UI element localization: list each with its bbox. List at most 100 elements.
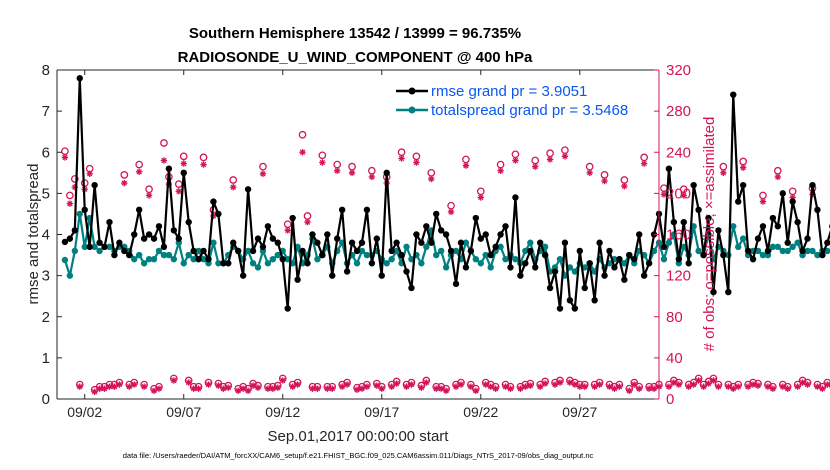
x-tick-label: 09/27 <box>562 404 597 420</box>
obs-assimilated-point <box>685 383 692 390</box>
obs-assimilated-point <box>239 385 247 392</box>
obs-assimilated-stroke <box>364 383 370 390</box>
rmse-point <box>309 231 316 238</box>
obs-assimilated-point <box>764 383 772 390</box>
obs-assimilated-point <box>650 385 658 392</box>
legend: rmse grand pr = 3.9051 totalspread grand… <box>396 83 628 119</box>
rmse-point <box>626 251 633 259</box>
obs-assimilated-stroke <box>463 162 469 169</box>
obs-assimilated-stroke <box>686 383 692 390</box>
totalspread-point <box>244 247 252 255</box>
obs-assimilated-stroke <box>676 381 682 388</box>
rmse-point <box>175 235 182 242</box>
y-right-tick-label: 0 <box>666 391 674 408</box>
rmse-point <box>705 214 712 222</box>
rmse-point <box>150 235 158 242</box>
rmse-point <box>581 284 588 292</box>
y-right-tick-label: 120 <box>666 268 691 285</box>
rmse-point <box>789 198 796 205</box>
rmse-point <box>180 169 187 177</box>
obs-assimilated-point <box>220 385 227 392</box>
rmse-point <box>190 247 197 255</box>
obs-assimilated-point <box>467 383 475 390</box>
rmse-point <box>621 276 628 283</box>
obs-assimilated-stroke <box>428 176 434 182</box>
obs-assimilated-stroke <box>106 383 113 390</box>
rmse-point <box>155 223 163 230</box>
obs-assimilated-stroke <box>304 219 311 225</box>
rmse-point <box>710 288 717 296</box>
obs-assimilated-point <box>586 169 593 177</box>
obs-assimilated-point <box>348 169 356 177</box>
y-axis-left-ticks: 0 1 2 3 4 5 6 7 8 <box>42 62 62 408</box>
obs-assimilated-point <box>635 385 643 392</box>
obs-assimilated-point <box>126 383 133 390</box>
obs-assimilated-point <box>111 383 118 390</box>
rmse-point <box>215 210 222 218</box>
obs-assimilated-stroke <box>260 171 266 177</box>
obs-assimilated-point <box>274 384 281 391</box>
totalspread-point <box>437 247 445 255</box>
y-right-tick-label: 160 <box>666 227 691 244</box>
rmse-point <box>433 210 440 218</box>
rmse-point <box>502 223 509 230</box>
obs-assimilated-stroke <box>641 160 647 167</box>
obs-assimilated-stroke <box>582 383 588 390</box>
obs-assimilated-point <box>101 385 108 392</box>
rmse-point <box>675 255 683 263</box>
obs-assimilated-point <box>447 208 455 216</box>
obs-assimilated-point <box>561 153 569 160</box>
totalspread-point <box>680 243 687 251</box>
rmse-point <box>244 186 252 193</box>
obs-assimilated-stroke <box>146 192 152 199</box>
rmse-point <box>131 231 138 238</box>
totalspread-point <box>442 264 450 271</box>
obs-assimilated-stroke <box>339 383 345 390</box>
obs-assimilated-point <box>487 383 494 390</box>
rmse-point <box>334 235 341 242</box>
obs-assimilated-stroke <box>151 388 157 394</box>
rmse-point <box>660 243 668 251</box>
rmse-point <box>665 165 673 172</box>
rmse-point <box>640 272 648 279</box>
obs-assimilated-stroke <box>542 380 548 387</box>
obs-assimilated-point <box>462 162 470 169</box>
rmse-point <box>472 214 480 222</box>
totalspread-point <box>135 251 143 259</box>
obs-assimilated-point <box>720 169 727 177</box>
rmse-point <box>220 260 227 267</box>
obs-assimilated-point <box>86 170 93 178</box>
obs-assimilated-point <box>477 194 484 201</box>
totalspread-point <box>106 243 113 251</box>
y-left-tick-label: 6 <box>42 144 50 161</box>
obs-assimilated-stroke <box>403 383 410 390</box>
obs-assimilated-point <box>660 191 668 198</box>
obs-assimilated-point <box>759 198 767 205</box>
obs-assimilated-point <box>368 173 376 181</box>
rmse-point <box>210 198 217 205</box>
obs-assimilated-stroke <box>309 386 316 392</box>
obs-assimilated-stroke <box>418 384 425 391</box>
rmse-point <box>294 276 301 283</box>
obs-possible-point <box>739 157 748 166</box>
rmse-point <box>121 247 128 255</box>
obs-assimilated-stroke <box>527 382 533 389</box>
y-left-tick-label: 8 <box>42 62 50 79</box>
obs-assimilated-point <box>388 383 395 390</box>
rmse-point <box>700 251 707 259</box>
rmse-point <box>423 223 430 230</box>
obs-assimilated-point <box>269 385 277 392</box>
totalspread-point <box>423 243 430 251</box>
y-right-tick-label: 280 <box>666 103 691 120</box>
obs-assimilated-point <box>680 192 687 199</box>
obs-assimilated-stroke <box>775 174 781 180</box>
obs-assimilated-stroke <box>220 386 227 392</box>
rmse-point <box>289 214 296 222</box>
obs-assimilated-point <box>150 387 158 394</box>
obs-assimilated-stroke <box>294 381 301 388</box>
obs-assimilated-stroke <box>270 386 276 392</box>
obs-assimilated-point <box>739 164 747 171</box>
rmse-point <box>561 239 569 246</box>
obs-assimilated-stroke <box>398 155 405 162</box>
rmse-point <box>546 284 554 292</box>
